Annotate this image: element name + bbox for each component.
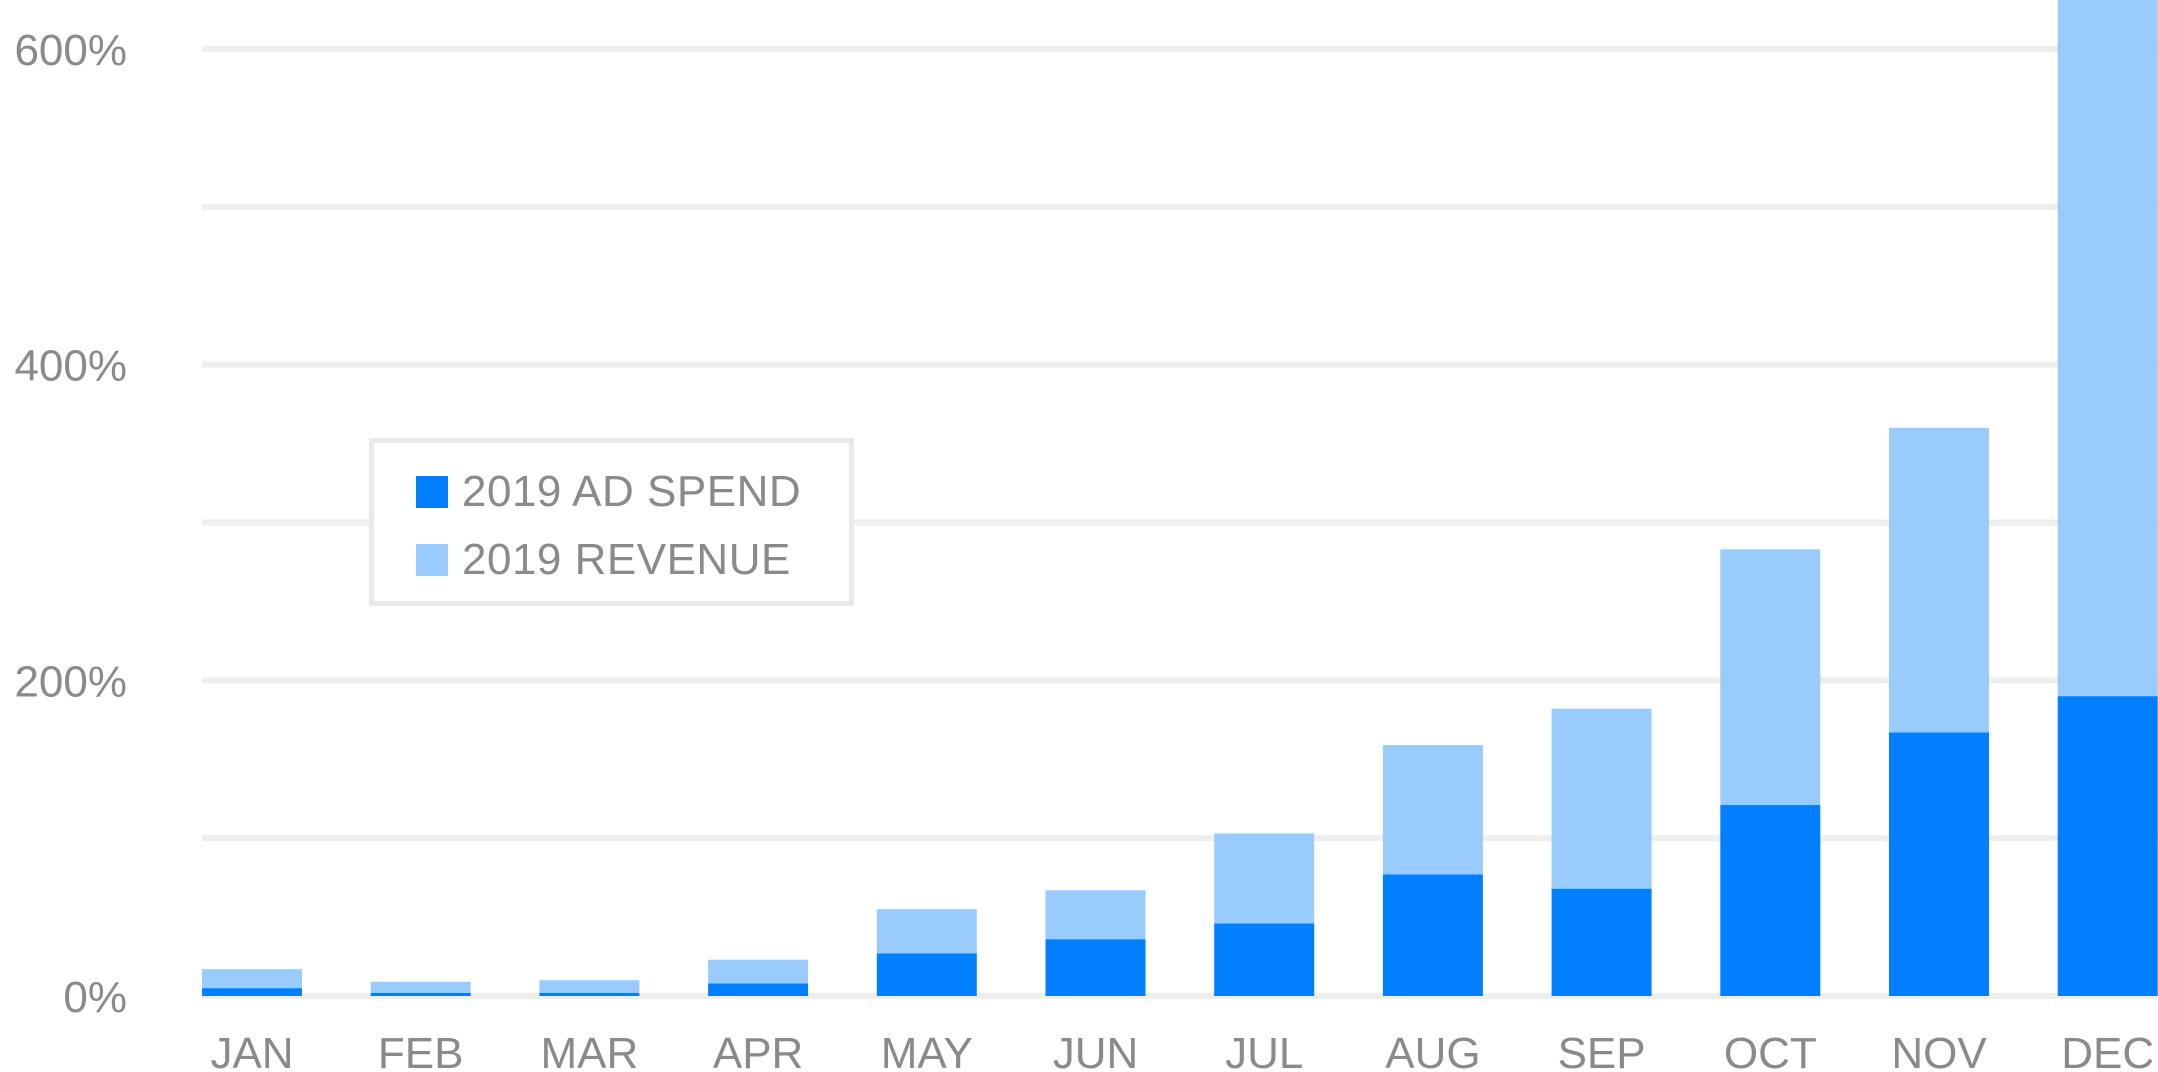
x-tick-label-jan: JAN xyxy=(210,1029,293,1072)
bar-revenue-may xyxy=(876,909,977,954)
x-axis-category-labels: JAN FEB MAR APR MAY JUN JUL AUG SEP OCT NOV DEC xyxy=(210,1029,2154,1072)
y-tick-label: 600% xyxy=(14,26,127,75)
bar-ad-spend-sep xyxy=(1551,888,1652,996)
bar-ad-spend-feb xyxy=(370,992,471,996)
y-axis-tick-labels: 0% 200% 400% 600% xyxy=(14,26,127,1022)
x-tick-label-jul: JUL xyxy=(1225,1029,1303,1072)
x-tick-label-sep: SEP xyxy=(1558,1029,1646,1072)
bar-revenue-feb xyxy=(370,981,471,993)
bar-revenue-nov xyxy=(1889,427,1989,733)
bar-revenue-jan xyxy=(202,969,302,989)
bar-ad-spend-oct xyxy=(1720,805,1821,996)
x-tick-label-aug: AUG xyxy=(1385,1029,1480,1072)
bar-ad-spend-may xyxy=(876,953,977,996)
bars xyxy=(202,0,2158,996)
bar-ad-spend-apr xyxy=(708,983,809,996)
bar-ad-spend-aug xyxy=(1382,874,1483,996)
y-tick-label: 0% xyxy=(63,973,127,1022)
bar-revenue-sep xyxy=(1551,708,1652,889)
chart-legend: 2019 AD SPEND 2019 REVENUE xyxy=(369,438,854,606)
bar-ad-spend-nov xyxy=(1889,732,1989,996)
bar-revenue-mar xyxy=(539,980,640,993)
bar-ad-spend-dec xyxy=(2057,696,2158,996)
bar-ad-spend-mar xyxy=(539,992,640,996)
bar-ad-spend-jun xyxy=(1045,939,1146,996)
bar-ad-spend-jan xyxy=(202,988,302,996)
bar-ad-spend-jul xyxy=(1214,923,1315,996)
x-tick-label-dec: DEC xyxy=(2061,1029,2154,1072)
x-tick-label-oct: OCT xyxy=(1724,1029,1817,1072)
x-tick-label-mar: MAR xyxy=(541,1029,639,1072)
x-tick-label-feb: FEB xyxy=(378,1029,464,1072)
x-tick-label-apr: APR xyxy=(713,1029,803,1072)
bar-revenue-oct xyxy=(1720,549,1821,806)
y-tick-label: 200% xyxy=(14,657,127,706)
x-tick-label-jun: JUN xyxy=(1053,1029,1139,1072)
legend-item-ad-spend: 2019 AD SPEND xyxy=(416,467,801,517)
legend-label-revenue: 2019 REVENUE xyxy=(462,535,791,584)
legend-label-ad-spend: 2019 AD SPEND xyxy=(462,467,802,516)
bar-revenue-apr xyxy=(708,959,809,984)
y-tick-label: 400% xyxy=(14,342,127,391)
x-tick-label-nov: NOV xyxy=(1891,1029,1987,1072)
bar-revenue-jun xyxy=(1045,890,1146,940)
bar-revenue-aug xyxy=(1382,745,1483,875)
bar-revenue-dec xyxy=(2057,0,2158,697)
bar-revenue-jul xyxy=(1214,833,1315,924)
legend-item-revenue: 2019 REVENUE xyxy=(416,535,791,585)
x-tick-label-may: MAY xyxy=(881,1029,973,1072)
legend-swatch-ad-spend xyxy=(416,476,448,508)
legend-swatch-revenue xyxy=(416,544,448,576)
